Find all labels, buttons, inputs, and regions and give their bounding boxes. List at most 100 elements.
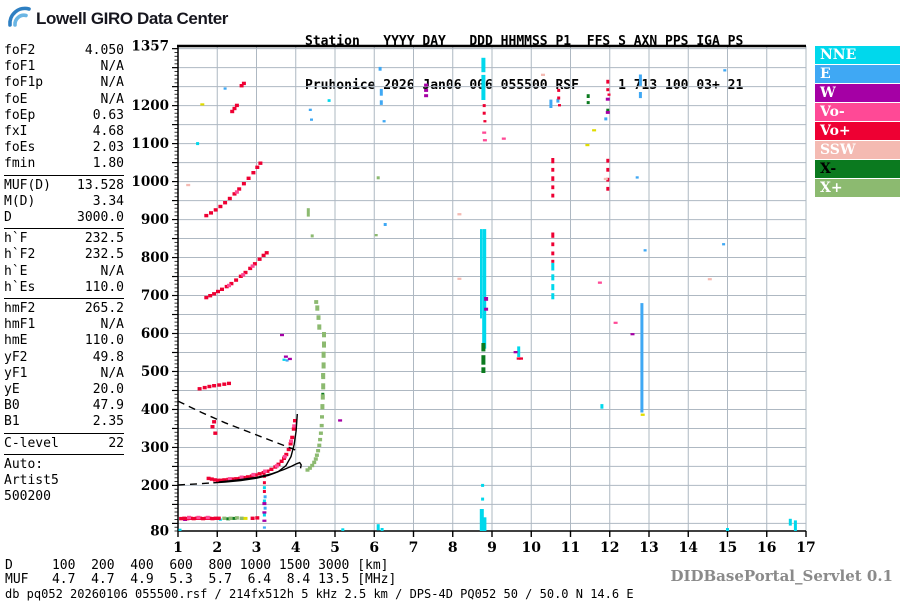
param-label: hmF1 [4,317,36,333]
svg-text:200: 200 [141,478,169,494]
legend-item-vo: Vo- [815,103,900,121]
param-row-muf-d-: MUF(D) 13.528 [4,178,124,194]
svg-text:1357: 1357 [131,39,169,55]
param-row-hmf1: hmF1 N/A [4,317,124,333]
param-value: N/A [100,75,124,91]
param-value: 22 [108,435,124,451]
svg-text:12: 12 [600,540,619,556]
param-group: Auto: Artist5 500200 [4,453,124,506]
param-label: h`F2 [4,247,36,263]
param-value: 13.528 [77,177,124,193]
param-value: 232.5 [84,247,124,263]
param-value: N/A [100,317,124,333]
param-value: 49.8 [92,349,124,365]
svg-text:600: 600 [141,326,169,342]
param-label: foEp [4,107,36,123]
svg-text:7: 7 [409,540,419,556]
svg-text:300: 300 [141,440,169,456]
station-header-values: Pruhonice 2026 Jan06 006 055500 RSF 1 71… [305,77,744,93]
param-label: MUF(D) [4,177,51,193]
svg-text:16: 16 [757,540,776,556]
param-row-foe: foE N/A [4,92,124,108]
param-value: 4.68 [92,124,124,140]
ionogram-plot: 1 2 3 4 5 6 7 8 9 10 11 12 13 14 15 16 17 1357 1200 1100 100… [128,38,823,563]
param-label: fmin [4,156,36,172]
param-label: C-level [4,435,59,451]
param-value: 20.0 [92,382,124,398]
ionogram-plot-svg: 1 2 3 4 5 6 7 8 9 10 11 12 13 14 15 16 17135712001100100… [131,39,815,557]
param-label: D [4,210,12,226]
legend-item-x: X+ [815,179,900,197]
svg-text:13: 13 [639,540,658,556]
param-value: 3.34 [92,193,124,209]
status-bar: db pq052 20260106 055500.rsf / 214fx512h… [5,587,634,601]
param-value: N/A [100,365,124,381]
param-label: Auto: [4,456,44,472]
param-row-h-f: h`F 232.5 [4,231,124,247]
distance-scale-row: D 100 200 400 600 800 1000 1500 3000 [km… [5,558,389,573]
param-value: 110.0 [84,279,124,295]
param-row-yf2: yF2 49.8 [4,350,124,366]
giro-logo-icon [6,4,33,34]
param-value: 3000.0 [77,210,124,226]
legend-item-w: W [815,84,900,102]
svg-text:10: 10 [522,540,542,556]
param-row-h-f2: h`F2 232.5 [4,247,124,263]
param-label: foF1 [4,59,36,75]
param-value: N/A [100,91,124,107]
svg-text:1100: 1100 [131,136,169,152]
param-label: fxI [4,124,28,140]
giro-logo: Lowell GIRO Data Center [6,4,228,34]
legend-item-e: E [815,65,900,83]
servlet-version-label: DIDBasePortal_Servlet 0.1 [670,567,893,585]
param-label: h`F [4,231,28,247]
param-row-fof2: foF2 4.050 [4,43,124,59]
param-value: 232.5 [84,231,124,247]
param-label: hmE [4,333,28,349]
param-row-foep: foEp 0.63 [4,108,124,124]
param-label: h`Es [4,279,36,295]
legend-item-ssw: SSW [815,141,900,159]
param-row-foes: foEs 2.03 [4,140,124,156]
svg-text:500: 500 [141,364,169,380]
param-group: MUF(D) 13.528 M(D) 3.34 D 3000.0 [4,174,124,227]
param-value: 4.050 [84,43,124,58]
param-label: foF1p [4,75,44,91]
logo-text: Lowell GIRO Data Center [36,9,229,28]
svg-text:9: 9 [487,540,497,556]
param-label: foEs [4,140,36,156]
svg-text:1000: 1000 [131,174,169,190]
param-row-500200: 500200 [4,489,124,505]
param-value: 0.63 [92,107,124,123]
svg-text:1: 1 [173,540,183,556]
param-row-fof1p: foF1p N/A [4,75,124,91]
svg-text:4: 4 [291,540,301,556]
param-label: yF1 [4,365,28,381]
param-value: 47.9 [92,398,124,414]
param-row-h-e: h`E N/A [4,264,124,280]
param-label: 500200 [4,489,51,505]
svg-text:14: 14 [679,540,699,556]
param-value: 2.03 [92,140,124,156]
param-label: foE [4,91,28,107]
param-row-fxi: fxI 4.68 [4,124,124,140]
param-group: h`F 232.5 h`F2 232.5 h`E N/A h`Es 110.0 [4,228,124,296]
param-row-auto-: Auto: [4,457,124,473]
svg-text:11: 11 [561,540,580,556]
param-value: 110.0 [84,333,124,349]
svg-text:3: 3 [252,540,262,556]
param-row-b0: B0 47.9 [4,398,124,414]
svg-text:5: 5 [330,540,340,556]
param-label: B0 [4,398,20,414]
svg-text:800: 800 [141,250,169,266]
param-label: foF2 [4,43,36,58]
param-row-h-es: h`Es 110.0 [4,280,124,296]
svg-text:700: 700 [141,288,169,304]
param-row-hme: hmE 110.0 [4,333,124,349]
param-row-yf1: yF1 N/A [4,366,124,382]
muf-scale-row: MUF 4.7 4.7 4.9 5.3 5.7 6.4 8.4 13.5 [MH… [5,572,397,587]
param-label: M(D) [4,193,36,209]
param-label: h`E [4,263,28,279]
param-value: N/A [100,263,124,279]
